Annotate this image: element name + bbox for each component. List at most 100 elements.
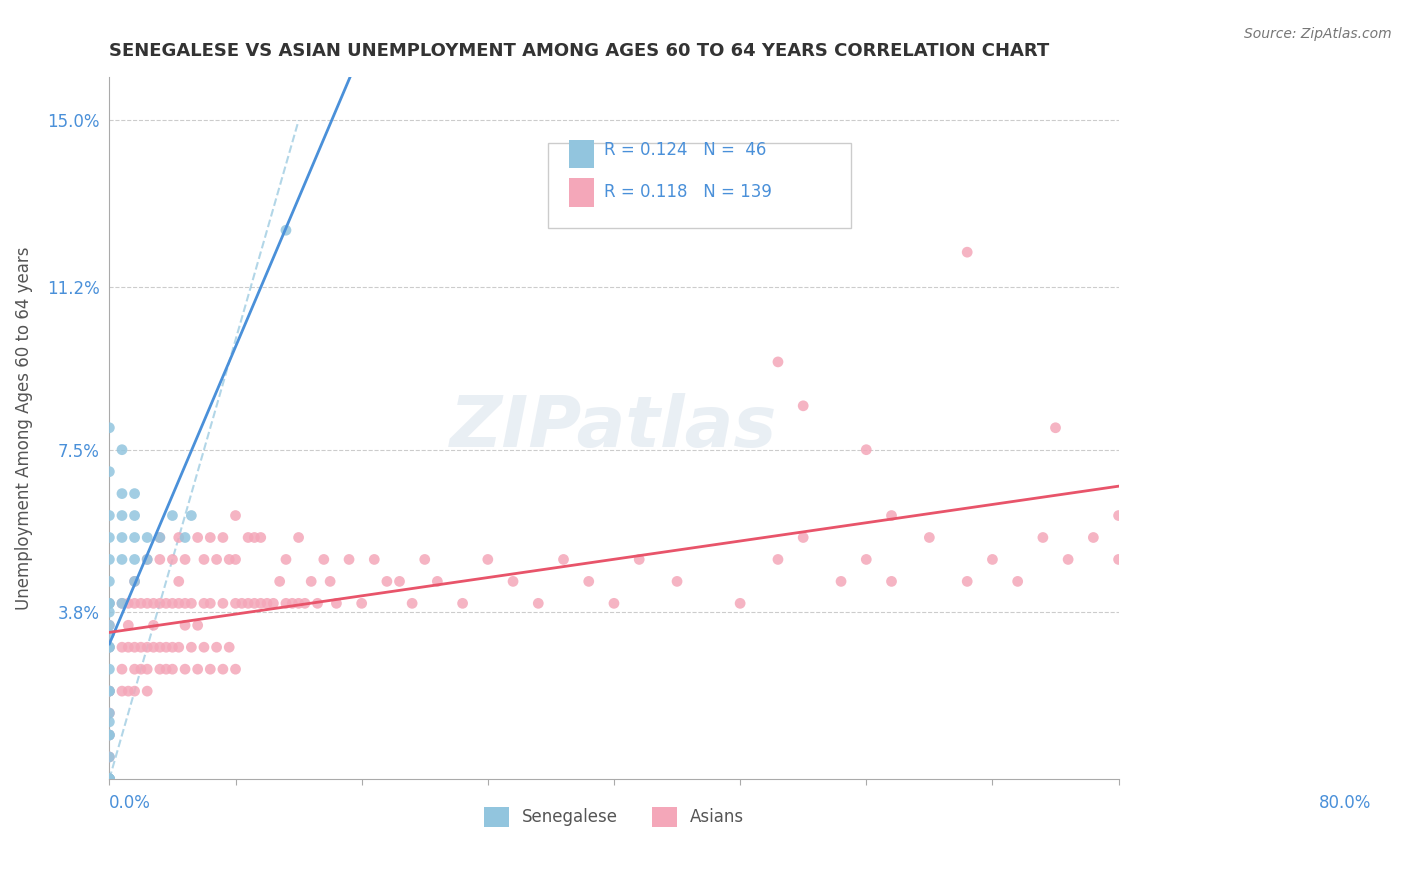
- Legend: Senegalese, Asians: Senegalese, Asians: [477, 800, 751, 834]
- Point: [162, 596, 184, 610]
- Point: [124, 486, 146, 500]
- Point: [98, 750, 121, 764]
- Point: [136, 640, 159, 655]
- Point: [124, 508, 146, 523]
- Point: [98, 465, 121, 479]
- Point: [274, 223, 297, 237]
- Point: [167, 640, 190, 655]
- Point: [98, 508, 121, 523]
- Point: [628, 552, 651, 566]
- Point: [319, 574, 342, 589]
- Point: [98, 662, 121, 676]
- Point: [111, 596, 134, 610]
- Point: [225, 552, 247, 566]
- Point: [236, 596, 259, 610]
- Point: [98, 421, 121, 435]
- Point: [212, 662, 235, 676]
- Point: [174, 618, 197, 632]
- Point: [880, 508, 903, 523]
- Point: [124, 552, 146, 566]
- Point: [174, 531, 197, 545]
- Point: [1032, 531, 1054, 545]
- Point: [956, 574, 979, 589]
- Point: [350, 596, 373, 610]
- Point: [274, 596, 297, 610]
- Point: [299, 574, 322, 589]
- Point: [792, 531, 814, 545]
- Point: [205, 552, 228, 566]
- Point: [98, 706, 121, 720]
- Point: [98, 728, 121, 742]
- Point: [98, 605, 121, 619]
- Point: [728, 596, 751, 610]
- Point: [193, 596, 215, 610]
- Point: [180, 508, 202, 523]
- Point: [124, 574, 146, 589]
- Point: [180, 596, 202, 610]
- Point: [162, 640, 184, 655]
- Point: [111, 640, 134, 655]
- Point: [162, 552, 184, 566]
- Point: [136, 662, 159, 676]
- Point: [98, 618, 121, 632]
- Point: [98, 706, 121, 720]
- Point: [918, 531, 941, 545]
- Point: [98, 596, 121, 610]
- Point: [553, 552, 575, 566]
- Point: [111, 442, 134, 457]
- Point: [880, 574, 903, 589]
- Point: [129, 662, 152, 676]
- Point: [477, 552, 499, 566]
- Text: Source: ZipAtlas.com: Source: ZipAtlas.com: [1244, 27, 1392, 41]
- Point: [142, 640, 165, 655]
- Point: [136, 552, 159, 566]
- Point: [307, 596, 329, 610]
- Point: [426, 574, 449, 589]
- Point: [98, 684, 121, 698]
- Point: [129, 640, 152, 655]
- Point: [212, 531, 235, 545]
- Point: [243, 531, 266, 545]
- Point: [766, 552, 789, 566]
- Point: [174, 662, 197, 676]
- Point: [174, 596, 197, 610]
- Point: [1057, 552, 1080, 566]
- Point: [98, 684, 121, 698]
- Point: [162, 662, 184, 676]
- Point: [136, 684, 159, 698]
- Point: [193, 640, 215, 655]
- Text: 80.0%: 80.0%: [1319, 795, 1371, 813]
- Point: [243, 596, 266, 610]
- Point: [98, 640, 121, 655]
- Point: [187, 662, 209, 676]
- Point: [956, 245, 979, 260]
- Point: [1007, 574, 1029, 589]
- Point: [218, 640, 240, 655]
- Text: R = 0.118   N = 139: R = 0.118 N = 139: [605, 184, 772, 202]
- Point: [124, 662, 146, 676]
- Point: [124, 596, 146, 610]
- Point: [312, 552, 335, 566]
- Point: [981, 552, 1004, 566]
- Point: [149, 531, 172, 545]
- Point: [98, 772, 121, 786]
- Point: [666, 574, 689, 589]
- Point: [162, 508, 184, 523]
- Point: [294, 596, 316, 610]
- Point: [167, 531, 190, 545]
- Point: [155, 640, 177, 655]
- Point: [98, 531, 121, 545]
- Point: [98, 596, 121, 610]
- Text: SENEGALESE VS ASIAN UNEMPLOYMENT AMONG AGES 60 TO 64 YEARS CORRELATION CHART: SENEGALESE VS ASIAN UNEMPLOYMENT AMONG A…: [110, 42, 1050, 60]
- Point: [98, 714, 121, 729]
- Point: [187, 531, 209, 545]
- Point: [388, 574, 411, 589]
- Point: [363, 552, 385, 566]
- Point: [1108, 508, 1130, 523]
- Point: [262, 596, 284, 610]
- Point: [225, 662, 247, 676]
- Point: [401, 596, 423, 610]
- Point: [200, 662, 222, 676]
- Point: [256, 596, 278, 610]
- Point: [212, 596, 235, 610]
